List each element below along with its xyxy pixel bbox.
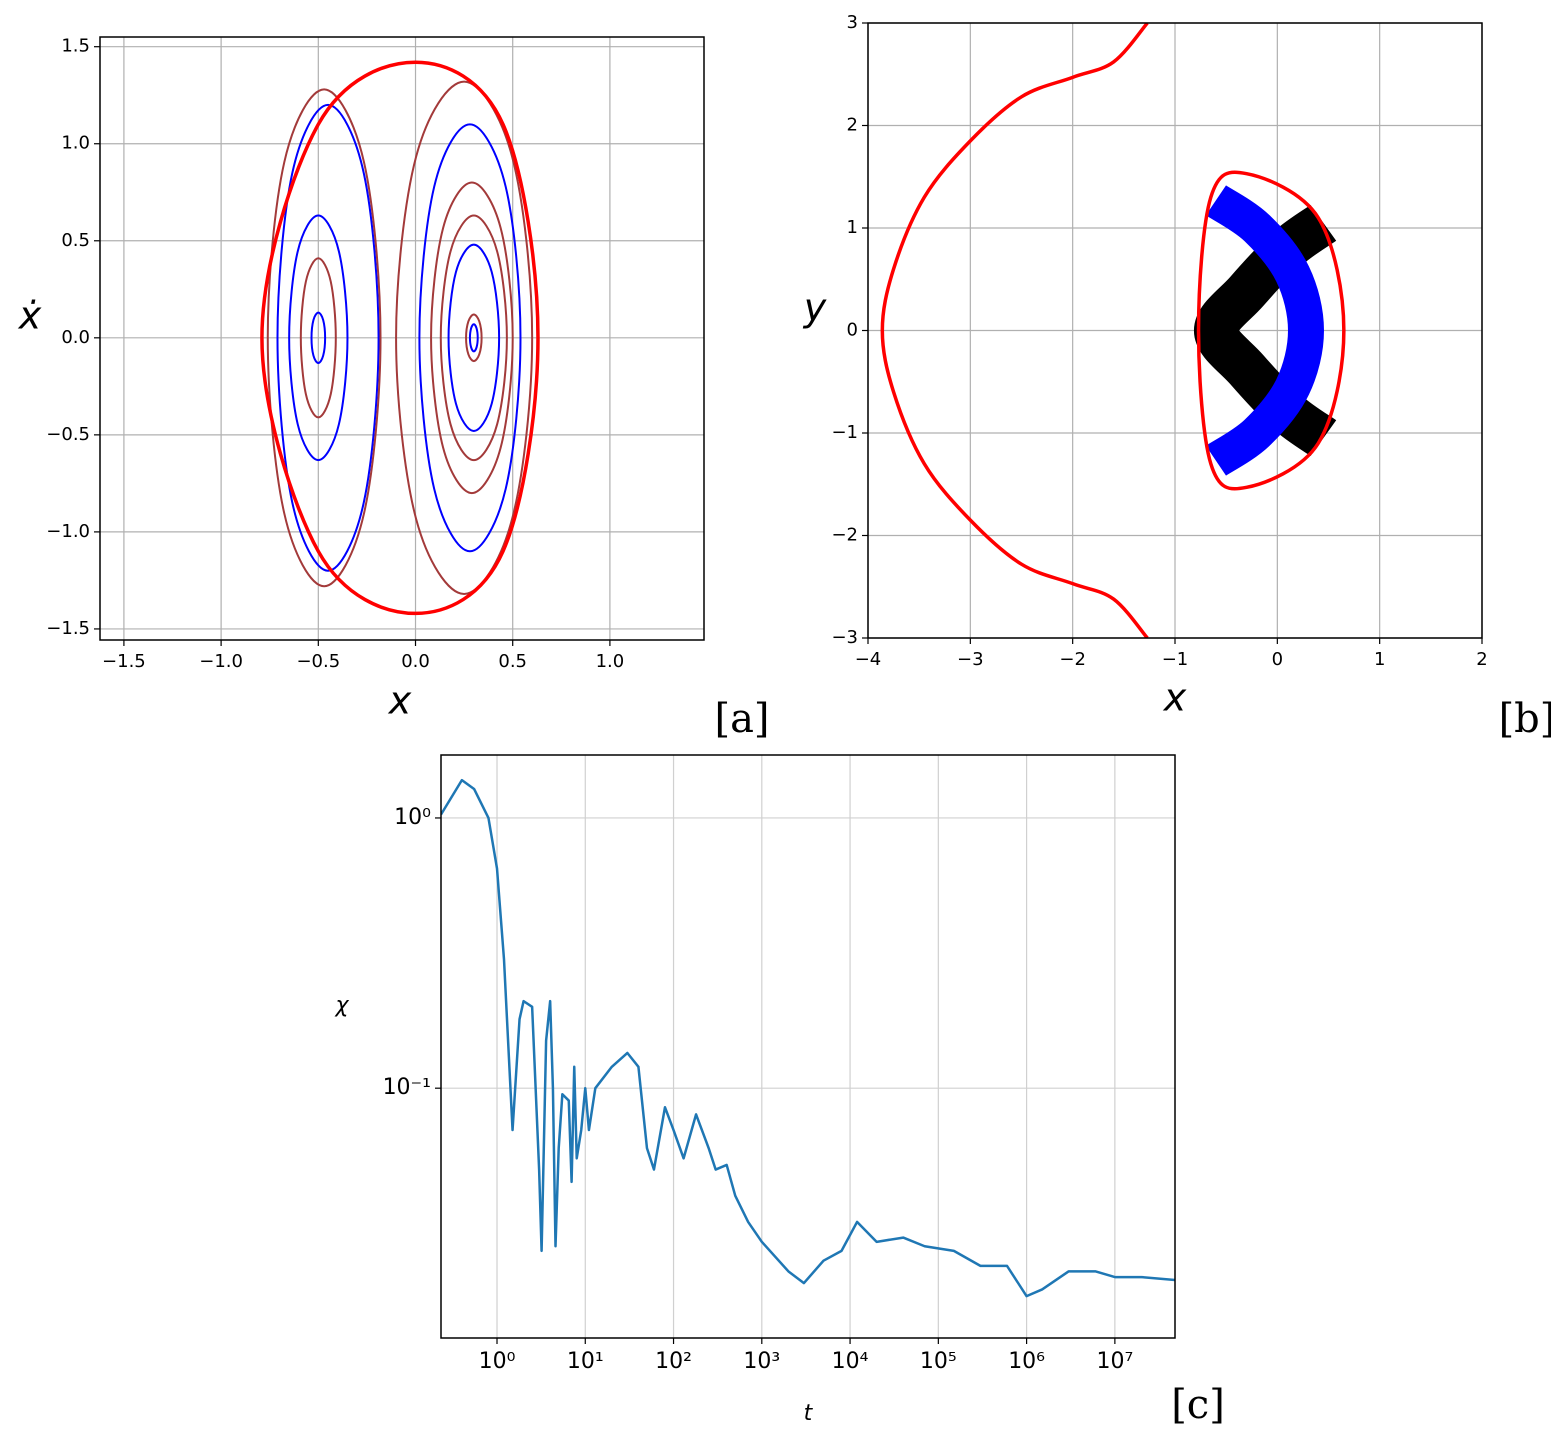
panel-label: [c] [1171, 1382, 1225, 1428]
axes-frame [99, 36, 705, 641]
x-tick-label: 10⁰ [479, 1349, 516, 1374]
x-tick-label: 1.0 [596, 651, 625, 672]
y-tick-label: 3 [847, 12, 858, 33]
x-tick-label: 0.0 [401, 651, 430, 672]
y-tick-label: −1 [831, 422, 858, 443]
x-tick-label: −4 [855, 649, 882, 670]
y-axis-label: ẋ [18, 294, 42, 338]
y-tick-label: −2 [831, 525, 858, 546]
y-tick-label: 0.0 [61, 327, 90, 348]
data-line [260, 60, 540, 616]
y-axis-label: χ [334, 993, 349, 1018]
panel-label: [a] [714, 696, 769, 742]
panel-label: [b] [1499, 696, 1551, 742]
y-tick-label: −3 [831, 627, 858, 648]
y-tick-label: 0 [847, 320, 858, 341]
x-tick-label: 10⁷ [1096, 1349, 1133, 1374]
data-line [441, 778, 1175, 1298]
y-tick-label: −1.0 [46, 521, 90, 542]
x-tick-label: 2 [1476, 649, 1487, 670]
x-tick-label: 10⁶ [1008, 1349, 1045, 1374]
data-line [880, 23, 1149, 638]
y-tick-label: 2 [847, 115, 858, 136]
y-tick-label: 1 [847, 217, 858, 238]
axes-frame [867, 22, 1483, 639]
x-tick-label: 10³ [743, 1349, 780, 1374]
x-tick-label: −3 [957, 649, 984, 670]
x-tick-label: 10¹ [567, 1349, 604, 1374]
x-tick-label: −1.0 [199, 651, 243, 672]
x-tick-label: 10² [655, 1349, 692, 1374]
chart-panel: 10⁰ 10¹ 10² 10³ 10⁴ 10⁵ 10⁶ 10⁷ 10⁻¹ 10⁰ t χ [c] [334, 754, 1225, 1428]
x-axis-label: t [804, 1401, 814, 1426]
x-tick-label: −1.5 [102, 651, 146, 672]
y-tick-label: 0.5 [61, 230, 90, 251]
y-tick-label: −1.5 [46, 618, 90, 639]
x-tick-label: 0 [1272, 649, 1283, 670]
data-line [266, 80, 534, 596]
x-axis-label: x [1163, 676, 1187, 720]
x-tick-label: 0.5 [498, 651, 527, 672]
y-axis-label: y [803, 286, 827, 330]
y-tick-label: 10⁰ [394, 805, 431, 830]
x-tick-label: −0.5 [296, 651, 340, 672]
chart-panel: −1.5 −1.0 −0.5 0.0 0.5 1.0 −1.5 −1.0 −0.5 0.0 0.5 1… [18, 36, 770, 742]
y-tick-label: 1.5 [61, 36, 90, 57]
x-tick-label: 10⁵ [920, 1349, 957, 1374]
y-tick-label: 1.0 [61, 133, 90, 154]
x-tick-label: 10⁴ [832, 1349, 869, 1374]
data-line [1196, 170, 1346, 491]
y-tick-label: −0.5 [46, 424, 90, 445]
axes-frame [440, 754, 1176, 1339]
x-tick-label: −1 [1162, 649, 1189, 670]
x-tick-label: −2 [1059, 649, 1086, 670]
y-tick-label: 10⁻¹ [383, 1075, 431, 1100]
data-line [276, 103, 522, 572]
x-tick-label: 1 [1374, 649, 1385, 670]
x-axis-label: x [388, 679, 412, 723]
data-line [1205, 185, 1324, 476]
